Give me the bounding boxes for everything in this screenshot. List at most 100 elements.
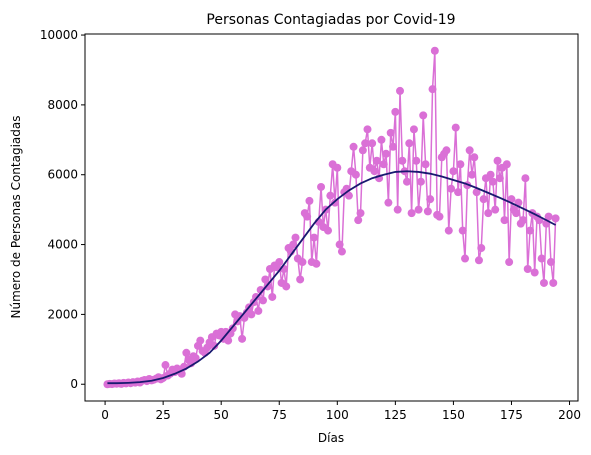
x-tick-label: 75	[272, 408, 287, 422]
y-tick-label: 6000	[47, 168, 78, 182]
data-point	[310, 233, 319, 242]
data-point	[182, 348, 191, 357]
data-point	[349, 142, 358, 151]
data-point	[546, 258, 555, 267]
data-point	[391, 107, 400, 116]
data-point	[412, 156, 421, 165]
data-point	[539, 278, 548, 287]
data-point	[351, 170, 360, 179]
data-point	[407, 209, 416, 218]
data-point	[377, 135, 386, 144]
data-point	[421, 160, 430, 169]
data-point	[282, 282, 291, 291]
data-point	[372, 156, 381, 165]
x-tick-label: 100	[326, 408, 349, 422]
data-point	[358, 146, 367, 155]
data-point	[451, 123, 460, 132]
data-point	[210, 341, 219, 350]
plot-frame	[84, 33, 579, 402]
data-point	[428, 85, 437, 94]
data-point	[317, 182, 326, 191]
data-point	[398, 156, 407, 165]
data-point	[477, 244, 486, 253]
y-tick-label: 4000	[47, 238, 78, 252]
data-point	[402, 177, 411, 186]
x-tick-label: 175	[500, 408, 523, 422]
data-point	[254, 306, 263, 315]
data-point	[500, 216, 509, 225]
series-line	[107, 170, 557, 385]
data-point	[502, 160, 511, 169]
data-point	[465, 146, 474, 155]
x-tick-label: 200	[558, 408, 581, 422]
y-tick-label: 8000	[47, 98, 78, 112]
data-point	[298, 258, 307, 267]
data-point	[261, 275, 270, 284]
data-point	[409, 125, 418, 134]
x-tick-label: 0	[101, 408, 109, 422]
data-point	[324, 226, 333, 235]
data-point	[303, 212, 312, 221]
data-point	[549, 278, 558, 287]
data-point	[442, 146, 451, 155]
data-point	[484, 209, 493, 218]
data-point	[289, 240, 298, 249]
data-point	[493, 156, 502, 165]
data-point	[326, 191, 335, 200]
data-point	[430, 46, 439, 55]
data-point	[354, 216, 363, 225]
data-point	[389, 142, 398, 151]
data-point	[479, 195, 488, 204]
data-point	[247, 310, 256, 319]
data-point	[467, 170, 476, 179]
data-point	[161, 361, 170, 370]
data-point	[363, 125, 372, 134]
data-point	[396, 86, 405, 95]
data-point	[238, 334, 247, 343]
data-point	[488, 177, 497, 186]
x-tick-label: 25	[156, 408, 171, 422]
data-point	[305, 196, 314, 205]
data-point	[449, 167, 458, 176]
data-point	[521, 174, 530, 183]
data-point	[379, 160, 388, 169]
data-point	[382, 149, 391, 158]
data-point	[384, 198, 393, 207]
data-point	[423, 207, 432, 216]
data-point	[414, 205, 423, 214]
data-point	[495, 174, 504, 183]
data-point	[470, 153, 479, 162]
x-tick-label: 125	[384, 408, 407, 422]
data-point	[416, 177, 425, 186]
data-point	[486, 170, 495, 179]
data-point	[544, 212, 553, 221]
data-point	[296, 275, 305, 284]
data-point	[551, 214, 560, 223]
data-point	[386, 128, 395, 137]
data-point	[335, 240, 344, 249]
data-point	[491, 205, 500, 214]
data-point	[523, 265, 532, 274]
data-point	[291, 233, 300, 242]
data-point	[356, 209, 365, 218]
y-tick-label: 0	[70, 377, 78, 391]
y-tick-label: 10000	[40, 28, 78, 42]
data-point	[258, 296, 267, 305]
data-point	[312, 259, 321, 268]
data-point	[426, 195, 435, 204]
data-point	[512, 209, 521, 218]
data-point	[361, 139, 370, 148]
data-point	[505, 258, 514, 267]
x-tick-label: 50	[214, 408, 229, 422]
data-point	[537, 254, 546, 263]
data-point	[405, 139, 414, 148]
data-point	[530, 268, 539, 277]
data-point	[419, 111, 428, 120]
series-line	[107, 50, 557, 385]
data-point	[447, 184, 456, 193]
data-point	[474, 256, 483, 265]
x-tick-label: 150	[442, 408, 465, 422]
data-point	[196, 336, 205, 345]
data-point	[444, 226, 453, 235]
